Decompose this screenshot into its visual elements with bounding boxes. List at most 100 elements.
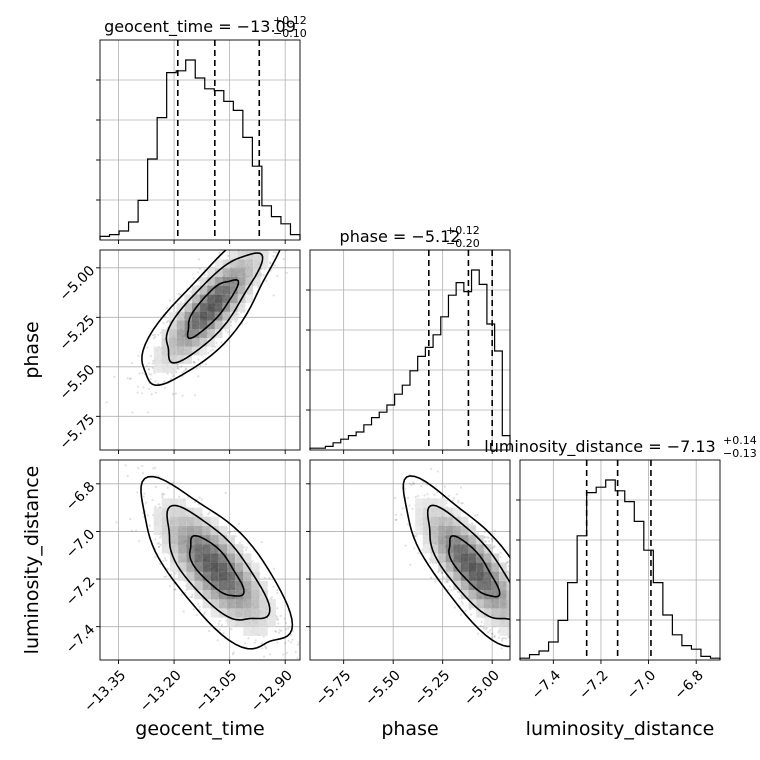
density-cell bbox=[170, 535, 179, 545]
density-cell bbox=[194, 544, 203, 554]
density-cell bbox=[178, 498, 187, 508]
density-cell bbox=[207, 320, 215, 330]
sample-point bbox=[259, 245, 261, 247]
density-cell bbox=[243, 580, 252, 591]
sample-point bbox=[511, 608, 513, 610]
sample-point bbox=[189, 596, 192, 599]
contour-level-3 bbox=[186, 278, 240, 340]
density-cell bbox=[235, 608, 244, 618]
sample-point bbox=[237, 522, 240, 525]
xlabel-geocent-time: geocent_time bbox=[135, 718, 264, 740]
sample-point bbox=[176, 367, 179, 370]
sample-point bbox=[287, 627, 290, 630]
sample-point bbox=[461, 502, 464, 505]
sample-point bbox=[523, 593, 525, 595]
sample-point bbox=[197, 279, 200, 282]
density-cell bbox=[170, 516, 179, 526]
sample-point bbox=[280, 629, 283, 633]
density-cell bbox=[422, 525, 431, 536]
sample-point bbox=[235, 320, 238, 323]
sample-point bbox=[493, 544, 496, 547]
scatter-panel-geocent-time-luminosity-distance bbox=[96, 459, 301, 664]
sample-point bbox=[277, 232, 279, 234]
sample-point bbox=[253, 237, 255, 239]
density-cell bbox=[184, 346, 192, 356]
density-cell bbox=[253, 250, 261, 251]
hist-luminosity_distance-frame bbox=[519, 459, 721, 661]
density-cell bbox=[251, 608, 260, 618]
sample-point bbox=[276, 588, 279, 592]
tick-label-x-phase: −5.00 bbox=[461, 667, 503, 709]
sample-point bbox=[400, 513, 403, 516]
density-cell bbox=[192, 285, 200, 295]
density-cell bbox=[267, 617, 276, 627]
density-cell bbox=[259, 599, 268, 609]
sample-point bbox=[430, 467, 433, 470]
sample-point bbox=[522, 612, 524, 614]
density-cell bbox=[202, 553, 211, 563]
sample-point bbox=[152, 367, 155, 370]
sample-point bbox=[275, 237, 277, 239]
sample-point bbox=[420, 485, 423, 488]
sample-point bbox=[211, 348, 214, 351]
sample-point bbox=[195, 367, 198, 370]
density-cell bbox=[235, 617, 244, 627]
density-cell bbox=[259, 617, 268, 627]
sample-point bbox=[413, 547, 416, 550]
sample-point bbox=[189, 290, 192, 293]
sample-point bbox=[522, 615, 524, 617]
sample-point bbox=[464, 609, 467, 613]
tick-label-x-phase: −5.25 bbox=[412, 667, 454, 709]
sample-point bbox=[156, 542, 159, 545]
tick-label-y-luminosity_distance: −7.4 bbox=[63, 622, 98, 657]
sample-point bbox=[441, 496, 444, 499]
sample-point bbox=[172, 481, 175, 484]
histogram-panel-geocent-time bbox=[96, 39, 301, 244]
sample-point bbox=[147, 368, 151, 371]
sample-point bbox=[272, 255, 275, 258]
density-cell bbox=[210, 608, 219, 618]
sample-point bbox=[493, 546, 496, 549]
sample-point bbox=[276, 591, 279, 595]
density-cell bbox=[237, 268, 246, 277]
sample-point bbox=[157, 503, 161, 506]
sample-point bbox=[516, 583, 518, 585]
sample-point bbox=[284, 621, 288, 625]
sample-point bbox=[130, 362, 134, 365]
density-cell bbox=[227, 617, 236, 627]
density-cell bbox=[522, 618, 530, 627]
density-cells bbox=[415, 498, 530, 636]
histogram-step-luminosity_distance bbox=[519, 479, 721, 660]
tick-label-x-geocent_time: −13.20 bbox=[137, 667, 185, 715]
sample-point bbox=[512, 583, 514, 585]
density-cell bbox=[445, 525, 454, 536]
density-cell bbox=[422, 516, 431, 526]
panel-20-frame bbox=[99, 459, 301, 661]
density-cell bbox=[227, 599, 236, 609]
density-cell bbox=[230, 303, 238, 312]
sample-point bbox=[129, 517, 132, 521]
sample-point bbox=[273, 264, 276, 267]
sample-point bbox=[516, 601, 518, 603]
sample-point bbox=[229, 324, 232, 327]
sample-point bbox=[275, 618, 278, 621]
density-cell bbox=[506, 608, 510, 618]
sample-point bbox=[256, 226, 258, 228]
density-cell bbox=[514, 627, 522, 636]
density-cell bbox=[178, 525, 187, 536]
density-cell bbox=[207, 337, 215, 347]
sample-point bbox=[267, 247, 269, 249]
sample-point bbox=[458, 597, 461, 600]
density-cell bbox=[176, 355, 185, 364]
density-cell bbox=[230, 294, 238, 304]
sample-point bbox=[222, 632, 225, 635]
sample-point bbox=[287, 639, 290, 643]
sample-point bbox=[240, 311, 243, 314]
sample-point bbox=[166, 567, 169, 571]
sample-point bbox=[406, 523, 409, 526]
density-cell bbox=[169, 346, 177, 356]
sample-point bbox=[524, 613, 526, 615]
sample-point bbox=[412, 481, 415, 484]
sample-point bbox=[276, 618, 280, 622]
sample-point bbox=[167, 319, 170, 323]
